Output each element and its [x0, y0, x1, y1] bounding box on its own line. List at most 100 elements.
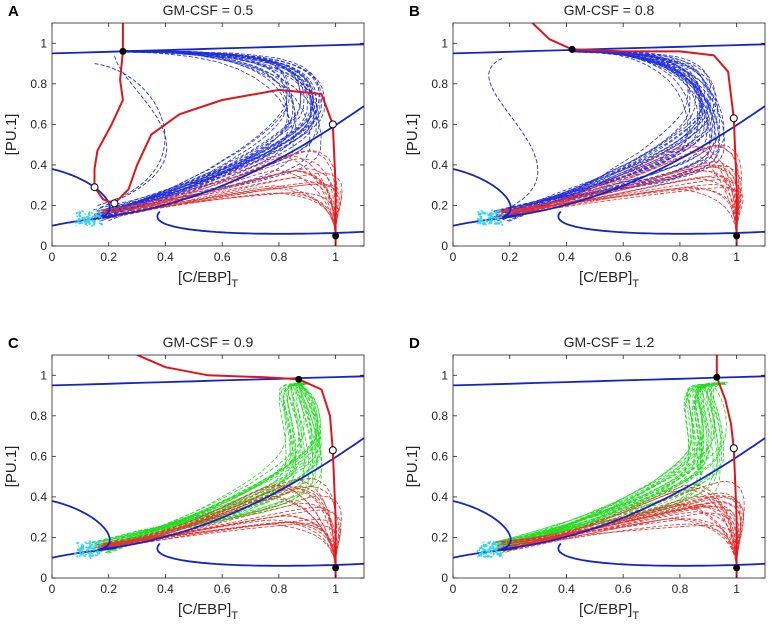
y-tick-label: 0.4 [30, 158, 47, 172]
initial-condition [92, 219, 96, 223]
initial-condition [488, 546, 492, 549]
trajectory-upper [92, 382, 314, 553]
initial-condition [480, 219, 483, 223]
initial-condition [490, 219, 493, 223]
trajectory-upper [496, 382, 723, 543]
blue-nullcline-lower-left [52, 214, 118, 227]
initial-condition [78, 214, 82, 218]
initial-condition [493, 216, 497, 220]
trajectory-upper [94, 50, 312, 218]
initial-condition [496, 552, 499, 556]
trajectory-upper [98, 51, 311, 212]
initial-condition [87, 541, 91, 545]
y-tick-label: 1 [40, 36, 47, 50]
initial-condition [89, 544, 92, 548]
initial-condition [75, 221, 79, 224]
x-tick-label: 1 [332, 250, 339, 264]
stable-fixed-point [295, 375, 303, 383]
initial-condition [97, 214, 100, 218]
x-tick-label: 0.8 [672, 582, 689, 596]
axes-frame [51, 354, 365, 579]
trajectory-upper [496, 50, 709, 213]
chart-title: GM-CSF = 0.8 [564, 2, 655, 18]
y-tick-label: 0.4 [30, 490, 47, 504]
stable-fixed-point [332, 232, 340, 240]
trajectory-upper [496, 382, 725, 546]
trajectory-upper [100, 382, 306, 548]
initial-condition [88, 222, 91, 225]
trajectory-lower [94, 519, 336, 568]
trajectory-lower [106, 185, 336, 236]
trajectory-upper [497, 382, 727, 551]
initial-condition [495, 546, 499, 550]
y-tick-label: 0 [40, 571, 47, 585]
y-tick-label: 0.8 [431, 409, 448, 423]
trajectory-lower [108, 495, 342, 568]
trajectory-upper [493, 51, 713, 212]
x-tick-label: 0.2 [501, 582, 518, 596]
x-tick-label: 0 [49, 582, 56, 596]
trajectory-upper [106, 383, 306, 554]
trajectory-upper [97, 50, 312, 212]
trajectory-lower [502, 518, 737, 568]
y-axis-label: [PU.1] [3, 446, 20, 488]
initial-condition [86, 220, 89, 223]
trajectory-lower [503, 523, 737, 568]
initial-condition [481, 210, 484, 213]
stable-fixed-point [119, 47, 127, 55]
initial-condition [499, 554, 502, 557]
y-tick-label: 1 [441, 368, 448, 382]
blue-nullcline-lower [557, 542, 765, 567]
initial-condition [86, 548, 90, 551]
initial-condition [81, 216, 84, 220]
chart-title: GM-CSF = 1.2 [564, 334, 655, 350]
initial-condition [90, 224, 94, 228]
initial-condition [80, 546, 83, 550]
y-tick-label: 1 [40, 368, 47, 382]
trajectory-upper [100, 51, 302, 215]
trajectory-lower [502, 480, 745, 568]
trajectory-upper [99, 50, 320, 216]
initial-condition [74, 221, 77, 224]
panel-a: 0 0.2 0.4 0.6 0.8 1 0 0.2 0.4 0.6 0.8 1 GM-CSF = 0.5… [3, 2, 365, 290]
initial-condition [96, 553, 99, 557]
initial-condition [491, 546, 494, 549]
trajectory-upper [102, 383, 317, 543]
initial-condition [486, 554, 490, 558]
initial-condition [85, 542, 89, 545]
trajectory-lower [95, 150, 338, 236]
chart-title: GM-CSF = 0.9 [163, 334, 254, 350]
initial-condition [485, 550, 489, 553]
trajectory-upper [100, 50, 302, 211]
x-tick-label: 0.2 [501, 250, 518, 264]
y-tick-label: 0.6 [431, 449, 448, 463]
x-tick-label: 0.4 [558, 582, 575, 596]
trajectory-lower [95, 485, 336, 568]
initial-condition [499, 209, 502, 212]
trajectory-upper [107, 382, 299, 546]
trajectory-upper [97, 383, 299, 551]
red-nullcline [136, 355, 337, 578]
initial-condition [94, 554, 98, 557]
initial-condition [490, 544, 493, 547]
initial-condition [99, 209, 102, 212]
initial-condition [489, 216, 492, 219]
trajectory-upper [503, 51, 721, 216]
x-tick-label: 0.2 [100, 582, 117, 596]
red-nullcline [715, 355, 738, 578]
trajectory-upper [495, 50, 691, 216]
initial-condition [96, 547, 99, 550]
trajectory-upper [499, 50, 712, 218]
initial-condition [493, 547, 496, 551]
initial-condition [498, 541, 502, 545]
x-tick-label: 0.6 [615, 582, 632, 596]
initial-condition [95, 545, 99, 548]
initial-condition [483, 548, 487, 552]
trajectory-upper [96, 51, 315, 217]
initial-condition [480, 554, 483, 557]
y-tick-label: 1 [441, 36, 448, 50]
initial-condition [500, 544, 504, 547]
initial-condition [487, 541, 490, 545]
x-tick-label: 0.4 [558, 250, 575, 264]
blue-nullcline-upper [453, 43, 765, 55]
